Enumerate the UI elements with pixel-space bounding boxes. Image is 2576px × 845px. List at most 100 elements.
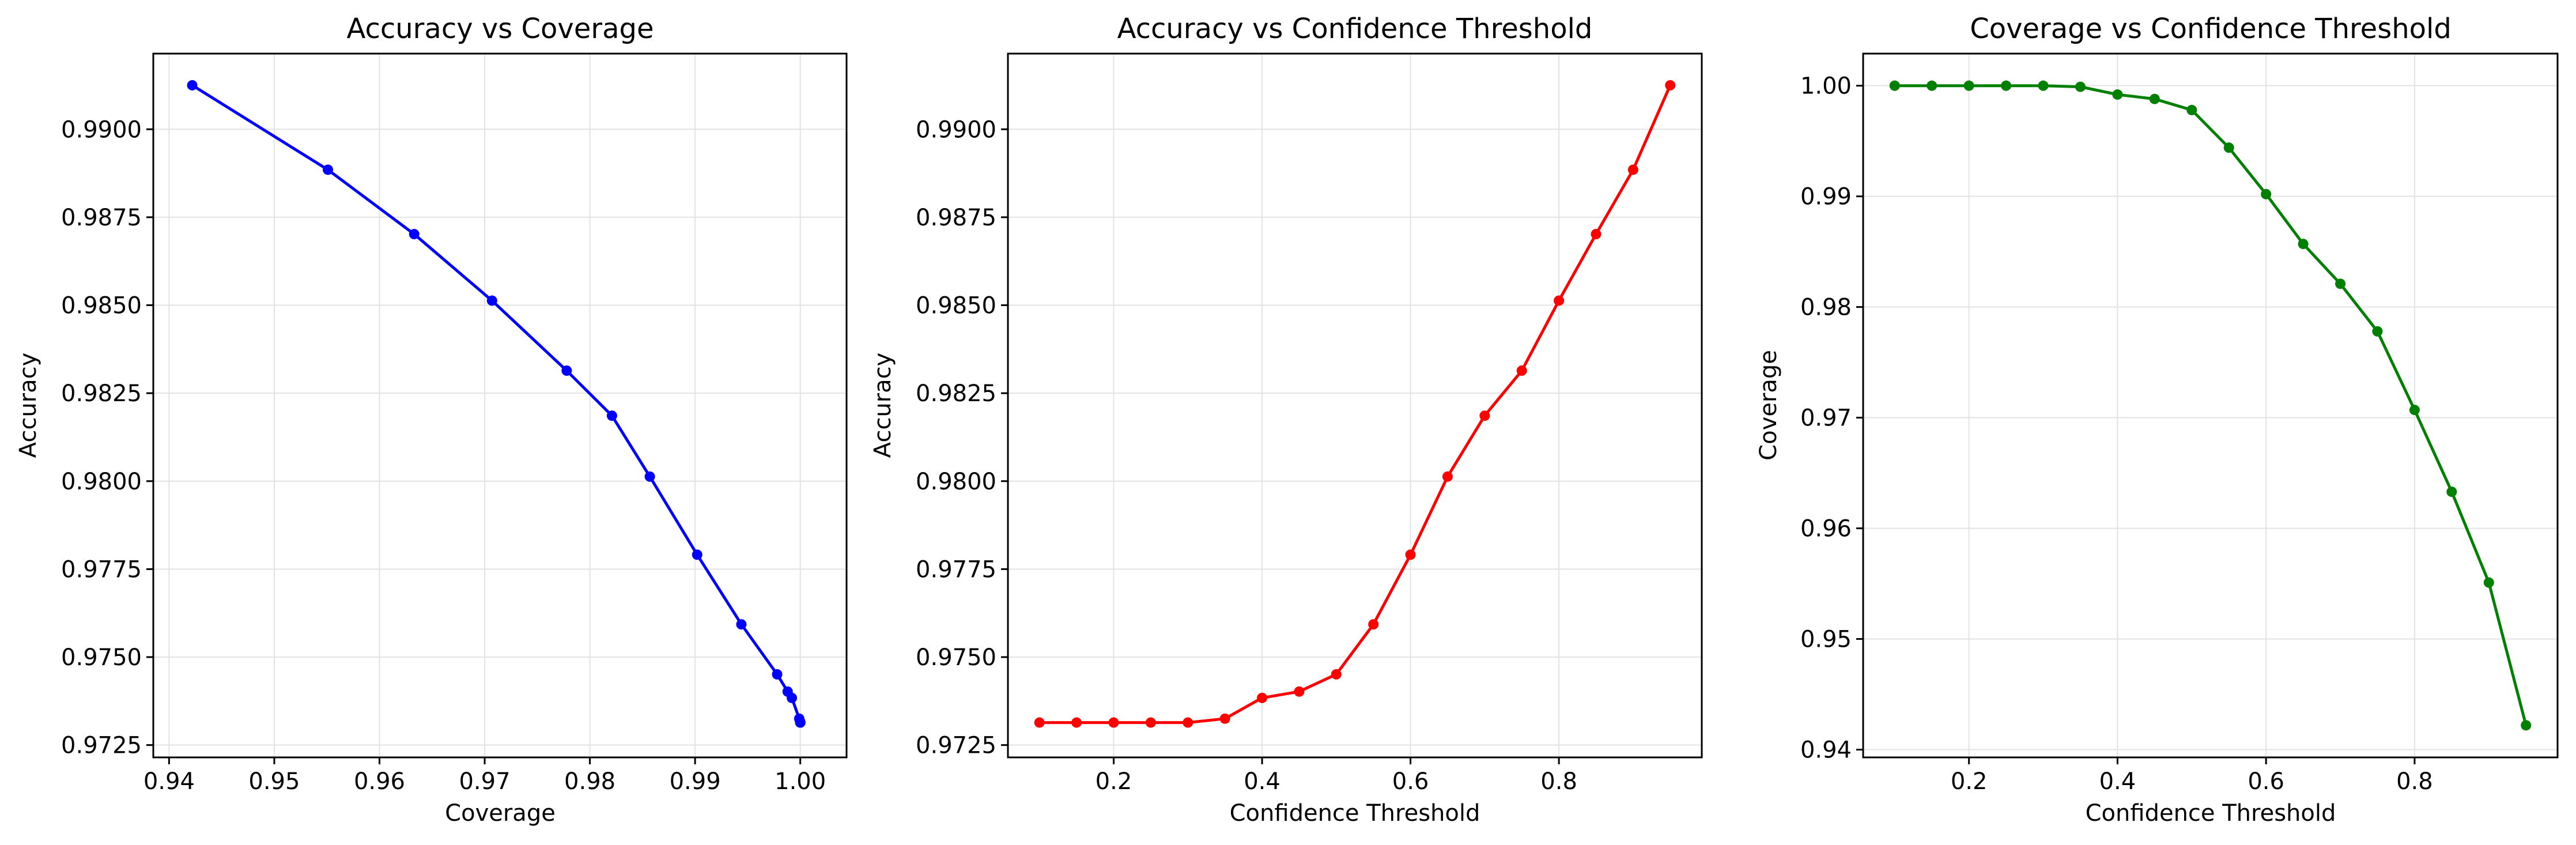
data-point (772, 669, 783, 680)
x-tick-label: 0.4 (2099, 768, 2136, 795)
data-point (2149, 93, 2160, 104)
y-tick-label: 0.95 (1800, 627, 1852, 653)
data-point (1405, 549, 1416, 560)
data-point (1071, 717, 1082, 728)
x-tick-label: 0.8 (2396, 768, 2433, 795)
data-point (2261, 188, 2272, 199)
plot-frame (1862, 52, 2559, 759)
x-tick-label: 0.97 (459, 768, 510, 795)
data-point (2186, 104, 2197, 115)
x-tick-label: 0.8 (1540, 768, 1577, 795)
chart-title: Accuracy vs Confidence Threshold (1117, 13, 1593, 45)
chart-coverage-vs-confidence-threshold: Coverage vs Confidence Threshold 0.2 0.4 0… (1755, 13, 2559, 827)
y-tick-label: 0.9875 (916, 205, 996, 231)
data-point (1145, 717, 1156, 728)
data-point (2298, 239, 2309, 250)
x-ticks: 0.2 0.4 0.6 0.8 (1096, 757, 1577, 795)
x-axis-label: Confidence Threshold (1230, 800, 1480, 827)
chart-accuracy-vs-confidence-threshold: Accuracy vs Confidence Threshold 0.2 0.4 0… (870, 13, 1703, 827)
y-tick-label: 0.98 (1800, 295, 1852, 321)
y-tick-label: 0.9900 (61, 116, 142, 143)
data-point (409, 229, 420, 240)
x-tick-label: 0.94 (143, 768, 195, 795)
grid (1863, 54, 2558, 757)
y-tick-label: 0.9750 (61, 644, 142, 671)
x-tick-label: 0.2 (1951, 768, 1988, 795)
data-point (1294, 686, 1305, 697)
y-tick-label: 0.94 (1800, 737, 1852, 764)
data-point (2409, 405, 2420, 416)
x-tick-label: 1.00 (775, 768, 826, 795)
data-point (2223, 142, 2234, 153)
data-point (187, 80, 198, 90)
y-tick-label: 0.9800 (61, 469, 142, 495)
data-point (2521, 720, 2532, 731)
data-point (787, 692, 798, 703)
y-tick-label: 0.9775 (61, 556, 142, 583)
data-point (644, 471, 655, 482)
data-point (1889, 80, 1900, 91)
data-point (2001, 80, 2012, 91)
data-point (1183, 717, 1193, 728)
y-tick-label: 0.9850 (916, 293, 996, 319)
y-ticks: 0.9725 0.9750 0.9775 0.9800 0.9825 0.9850 0.98… (61, 116, 153, 759)
plot-frame (1007, 52, 1703, 759)
series-line (1894, 84, 2528, 726)
y-tick-label: 0.9875 (61, 205, 142, 231)
data-point (1479, 410, 1490, 421)
data-point (2038, 80, 2049, 91)
data-point (1963, 80, 1974, 91)
chart-title: Coverage vs Confidence Threshold (1970, 13, 2452, 45)
data-point (1927, 80, 1937, 91)
y-axis-label: Coverage (1755, 350, 1782, 461)
data-point (1665, 80, 1676, 90)
data-point (1368, 619, 1379, 630)
y-tick-label: 1.00 (1800, 73, 1852, 100)
y-tick-label: 0.9775 (916, 556, 996, 583)
chart-title: Accuracy vs Coverage (346, 13, 654, 45)
data-point (795, 717, 806, 728)
data-point (606, 410, 617, 421)
y-tick-label: 0.9800 (916, 469, 996, 495)
series-marks (187, 80, 806, 728)
x-ticks: 0.94 0.95 0.96 0.97 0.98 0.99 1.00 (143, 757, 826, 795)
data-point (323, 164, 334, 175)
y-tick-label: 0.9825 (916, 380, 996, 407)
y-tick-label: 0.9725 (61, 733, 142, 759)
series-line (1039, 84, 1672, 725)
x-tick-label: 0.99 (670, 768, 721, 795)
y-tick-label: 0.97 (1800, 405, 1852, 432)
x-tick-label: 0.2 (1096, 768, 1132, 795)
data-point (561, 365, 572, 376)
y-tick-label: 0.9725 (916, 733, 996, 759)
data-point (692, 549, 702, 560)
x-tick-label: 0.98 (564, 768, 615, 795)
data-point (1108, 717, 1119, 728)
x-tick-label: 0.6 (1392, 768, 1429, 795)
series-marks (1889, 80, 2532, 731)
y-tick-label: 0.9850 (61, 293, 142, 319)
data-point (1034, 717, 1045, 728)
x-tick-label: 0.96 (354, 768, 405, 795)
plot-frame (152, 52, 848, 759)
x-tick-label: 0.6 (2248, 768, 2284, 795)
grid (1008, 54, 1702, 757)
data-point (1442, 471, 1453, 482)
y-axis-label: Accuracy (15, 353, 41, 458)
data-point (2335, 278, 2346, 289)
y-ticks: 0.9725 0.9750 0.9775 0.9800 0.9825 0.9850 0.98… (916, 116, 1008, 759)
data-point (1219, 713, 1230, 724)
x-tick-label: 0.4 (1244, 768, 1281, 795)
y-tick-label: 0.99 (1800, 184, 1852, 210)
y-tick-label: 0.9750 (916, 644, 996, 671)
x-tick-label: 0.95 (248, 768, 300, 795)
data-point (1591, 229, 1601, 240)
y-tick-label: 0.9900 (916, 116, 996, 143)
series-marks (1034, 80, 1676, 728)
x-ticks: 0.2 0.4 0.6 0.8 (1951, 757, 2433, 795)
data-point (1331, 669, 1342, 680)
y-tick-label: 0.96 (1800, 516, 1852, 542)
data-point (2112, 89, 2123, 100)
